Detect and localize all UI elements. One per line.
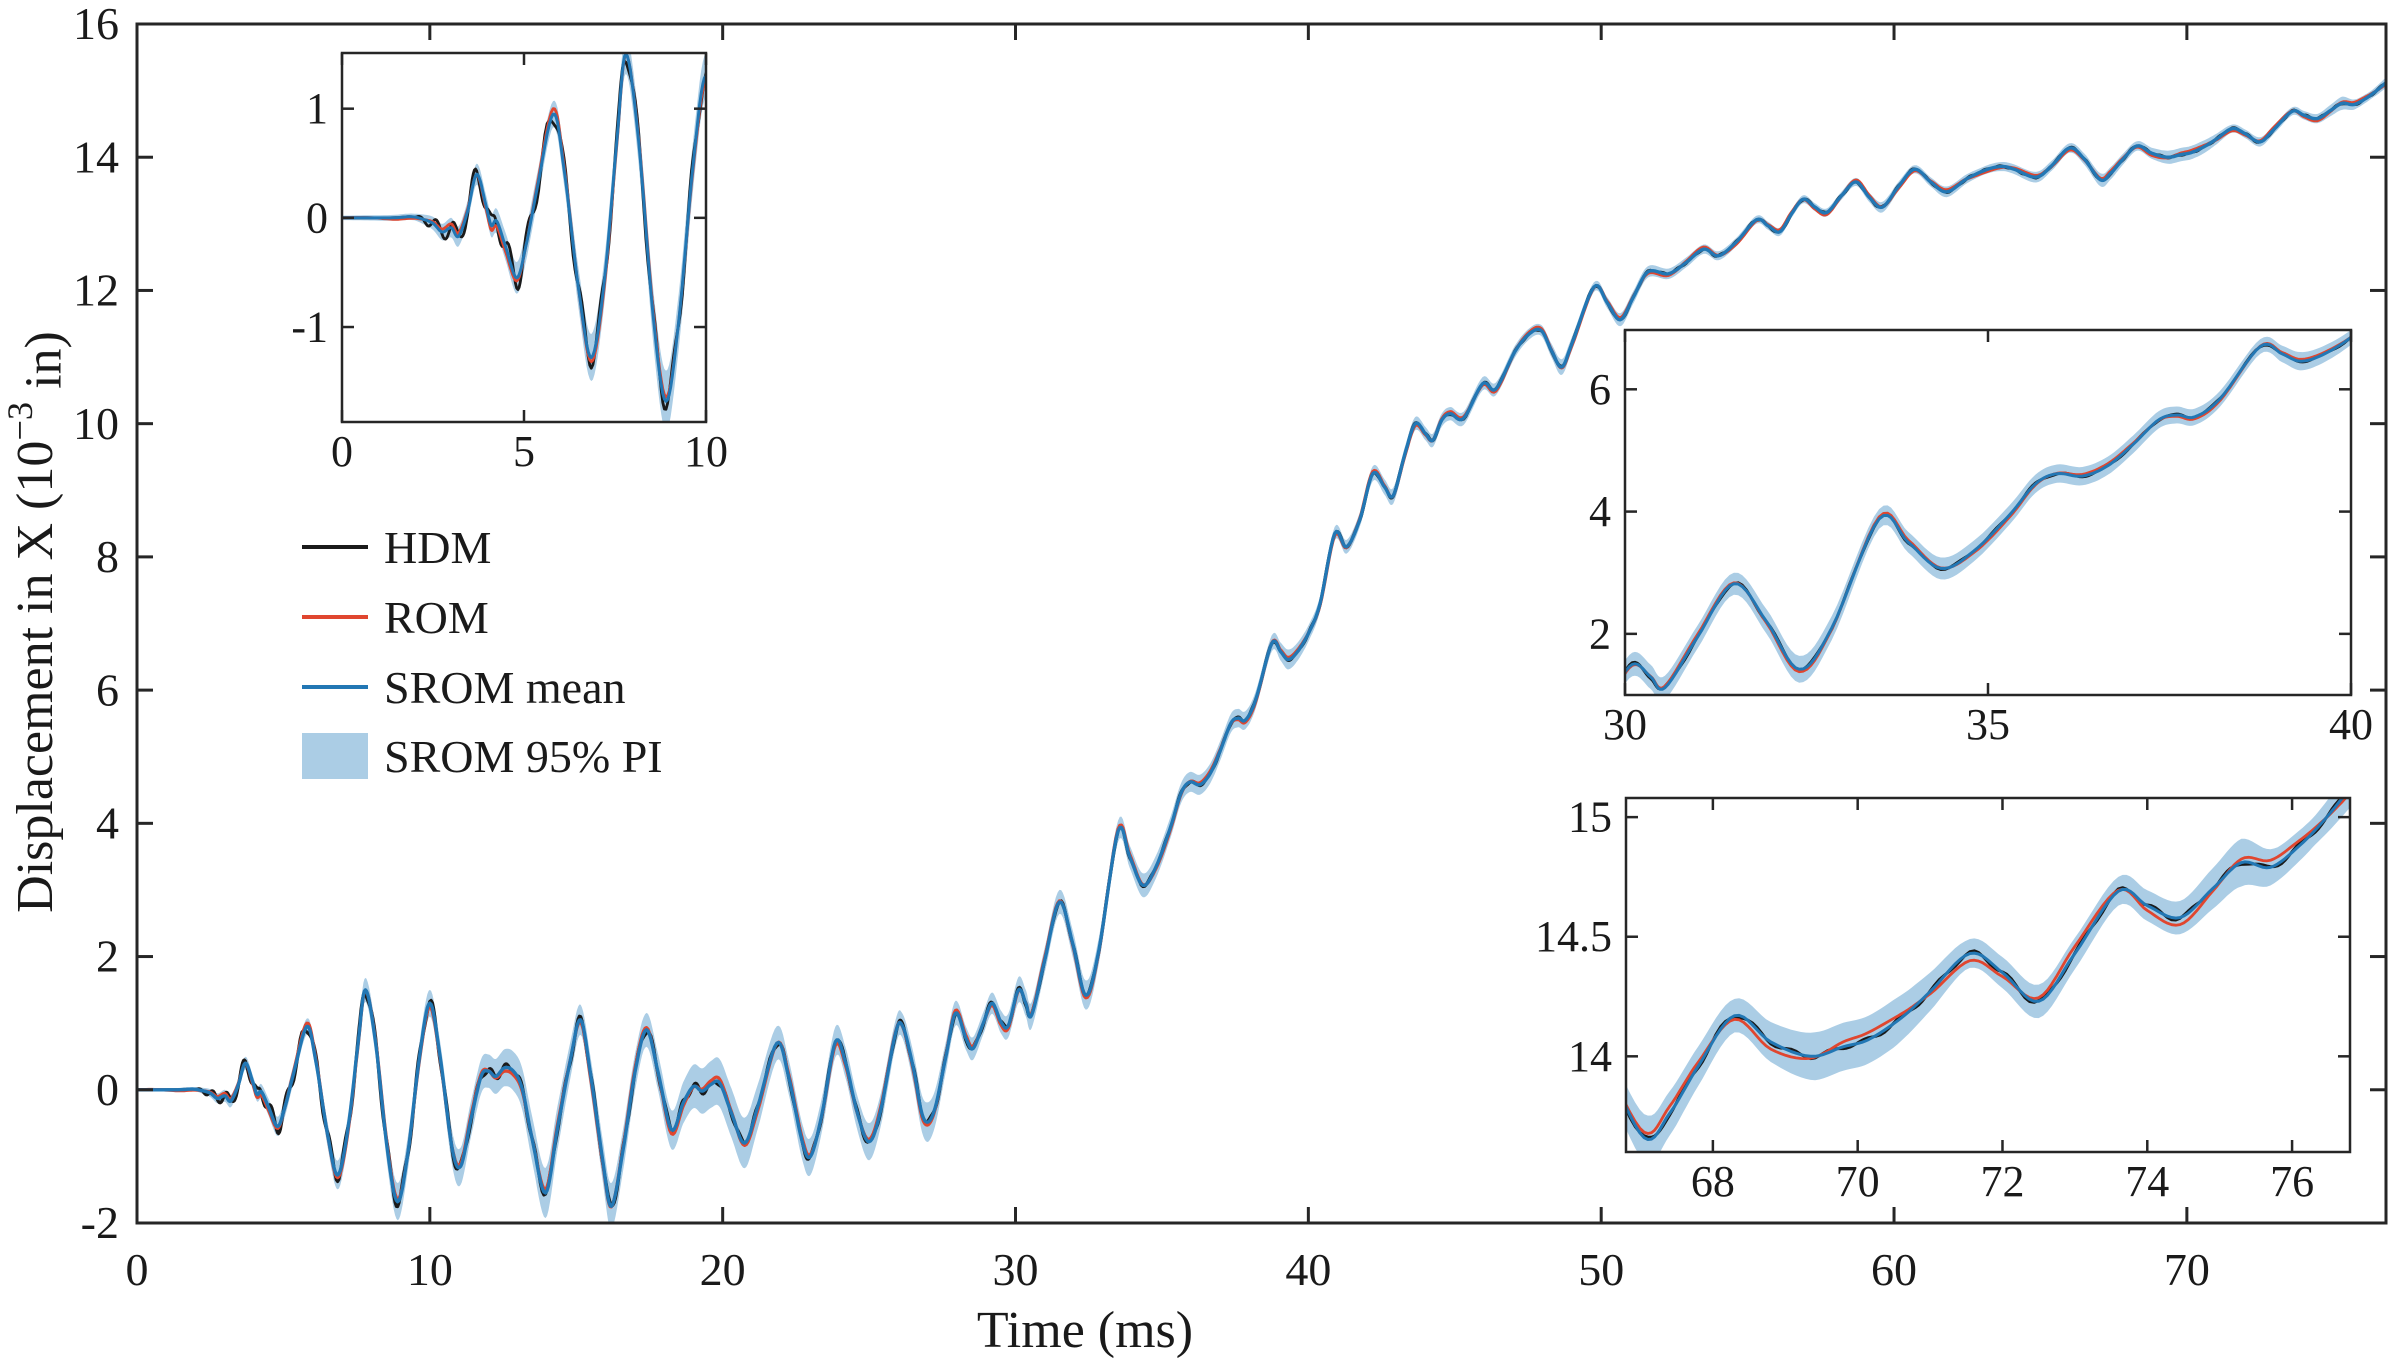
inset3-y-tick-label: 14.5 (1535, 912, 1612, 961)
inset3-y-tick-label: 15 (1568, 793, 1612, 842)
main-x-tick-label: 30 (993, 1244, 1039, 1295)
main-plot-area (137, 77, 2386, 1223)
inset1-x-tick-label: 0 (331, 427, 353, 476)
inset1-x-tick-label: 10 (684, 427, 728, 476)
main-y-tick-label: 12 (73, 265, 119, 316)
main-x-tick-label: 0 (126, 1244, 149, 1295)
legend-item-rom: ROM (302, 592, 489, 643)
main-x-tick-label: 70 (2164, 1244, 2210, 1295)
inset1-y-tick-label: 0 (306, 193, 328, 242)
inset1-y-tick-label: -1 (291, 303, 328, 352)
inset2-x-tick-label: 35 (1966, 700, 2010, 749)
main-x-tick-label: 60 (1871, 1244, 1917, 1295)
legend-item-srom-mean: SROM mean (302, 662, 626, 713)
inset3-x-tick-label: 68 (1691, 1157, 1735, 1206)
inset2-y-tick-label: 2 (1589, 609, 1611, 658)
main-y-tick-label: 8 (96, 531, 119, 582)
inset1-srom-mean-line (342, 53, 706, 403)
main-y-tick-label: 0 (96, 1064, 119, 1115)
inset2-plot-area (1625, 330, 2351, 695)
inset1-axes: 0 5 10 -1 0 1 (291, 51, 728, 476)
inset2-y-tick-label: 6 (1589, 365, 1611, 414)
main-y-tick-label: 2 (96, 931, 119, 982)
x-axis-label: Time (ms) (977, 1302, 1193, 1359)
inset1-tick-labels: 0 5 10 -1 0 1 (291, 84, 728, 476)
legend-item-srom-95pi: SROM 95% PI (302, 731, 663, 782)
legend-label-srom-95pi: SROM 95% PI (384, 731, 663, 782)
inset2-axes: 30 35 40 2 4 6 (1589, 328, 2373, 749)
inset3-rom-line (1626, 798, 2348, 1135)
main-y-tick-label: 6 (96, 664, 119, 715)
inset3-srom-95pi-band (1626, 798, 2350, 1152)
inset1-y-tick-label: 1 (306, 84, 328, 133)
inset3-srom-mean-line (1626, 798, 2345, 1141)
legend: HDM ROM SROM mean SROM 95% PI (302, 522, 663, 782)
inset3-x-tick-label: 70 (1836, 1157, 1880, 1206)
inset1-ticks (340, 53, 708, 422)
inset2-tick-labels: 30 35 40 2 4 6 (1589, 365, 2373, 749)
main-srom-mean-line (137, 80, 2386, 1208)
inset3-axes: 68 70 72 74 76 14 14.5 15 (1535, 793, 2352, 1206)
legend-label-rom: ROM (384, 592, 489, 643)
inset3-x-tick-label: 76 (2270, 1157, 2314, 1206)
inset1-plot-background (342, 53, 706, 422)
inset2-x-tick-label: 40 (2329, 700, 2373, 749)
inset2-x-tick-label: 30 (1603, 700, 1647, 749)
legend-label-hdm: HDM (384, 522, 491, 573)
main-x-tick-label: 10 (407, 1244, 453, 1295)
srom-95pi-patch-swatch-icon (302, 733, 368, 779)
main-frame (135, 22, 2388, 1225)
main-ticks (135, 22, 2386, 1225)
inset2-ticks (1623, 330, 2353, 695)
main-x-tick-label: 20 (700, 1244, 746, 1295)
main-y-tick-label: 14 (73, 131, 119, 182)
main-x-tick-label: 50 (1578, 1244, 1624, 1295)
inset3-y-tick-label: 14 (1568, 1032, 1612, 1081)
legend-label-srom-mean: SROM mean (384, 662, 626, 713)
inset2-srom-95pi-band (1625, 330, 2351, 695)
main-y-tick-label: 4 (96, 798, 119, 849)
main-y-tick-label: 16 (73, 0, 119, 49)
inset3-ticks (1626, 798, 2350, 1152)
inset3-frame (1624, 796, 2352, 1154)
inset3-x-tick-label: 72 (1980, 1157, 2024, 1206)
inset1-x-tick-label: 5 (513, 427, 535, 476)
inset2-y-tick-label: 4 (1589, 487, 1611, 536)
main-y-tick-label: 10 (73, 398, 119, 449)
inset3-x-tick-label: 74 (2125, 1157, 2169, 1206)
inset2-srom-mean-line (1625, 335, 2351, 691)
inset3-plot-area (1626, 798, 2350, 1152)
legend-item-hdm: HDM (302, 522, 491, 573)
main-y-tick-label: -2 (81, 1197, 119, 1248)
inset1-plot-area (342, 53, 706, 422)
inset3-tick-labels: 68 70 72 74 76 14 14.5 15 (1535, 793, 2314, 1206)
inset2-plot-background (1625, 330, 2351, 695)
main-x-tick-label: 40 (1285, 1244, 1331, 1295)
y-axis-label: Displacement in X (10−3 in) (0, 331, 73, 913)
